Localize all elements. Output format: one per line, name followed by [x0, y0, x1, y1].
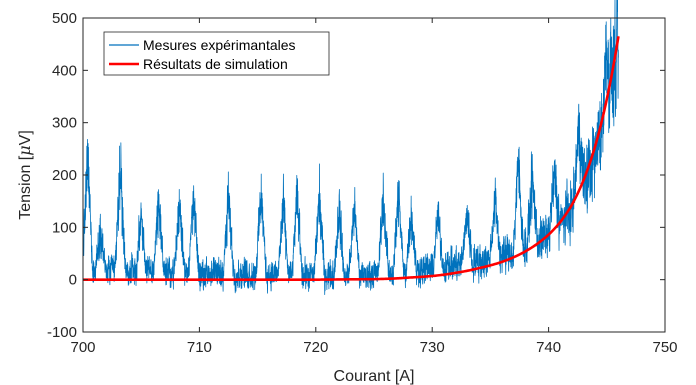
y-tick-label: -100 — [47, 324, 77, 341]
y-tick-label: 200 — [52, 167, 77, 184]
x-tick-label: 730 — [420, 339, 445, 356]
y-tick-label: 400 — [52, 62, 77, 79]
x-tick-label: 740 — [536, 339, 561, 356]
y-axis-title-suffix: V] — [17, 130, 34, 145]
x-tick-label: 700 — [70, 339, 95, 356]
axis-ticks — [82, 17, 666, 333]
series-measurements-line — [82, 0, 619, 296]
x-tick-label: 750 — [652, 339, 677, 356]
y-tick-label: 0 — [69, 272, 77, 289]
plot-area — [82, 0, 620, 296]
x-axis-title: Courant [A] — [334, 368, 415, 385]
y-axis-title-symbol: μ — [15, 145, 34, 155]
legend-label-simulation: Résultats de simulation — [143, 56, 288, 72]
y-tick-label: 500 — [52, 10, 77, 27]
x-tick-label: 710 — [187, 339, 212, 356]
legend-label-measurements: Mesures expérimantales — [143, 37, 296, 53]
y-tick-label: 100 — [52, 219, 77, 236]
series-simulation-line — [82, 36, 620, 281]
y-tick-label: 300 — [52, 115, 77, 132]
legend: Mesures expérimantales Résultats de simu… — [103, 31, 330, 76]
x-tick-label: 720 — [303, 339, 328, 356]
legend-box — [103, 31, 330, 76]
y-axis-title: Tension [μV] — [15, 130, 34, 220]
axis-tick-labels: 700 710 720 730 740 750 -100 0 100 200 300 400 500 — [47, 10, 678, 356]
y-axis-title-prefix: Tension [ — [17, 155, 34, 220]
